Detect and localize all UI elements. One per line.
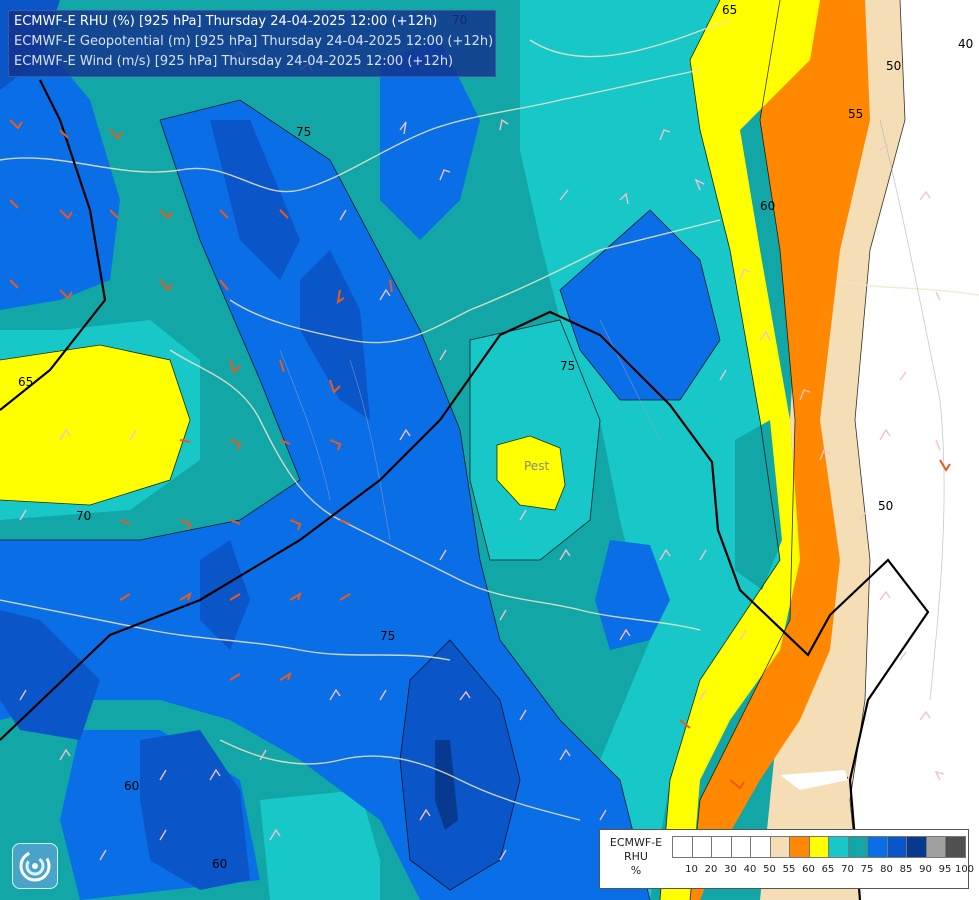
legend-tick-label: 75 — [860, 864, 874, 875]
legend-tick-label: 80 — [880, 864, 893, 875]
contour-label: 65 — [722, 3, 737, 17]
legend-tick-label: 20 — [704, 864, 718, 875]
contour-label: 40 — [958, 37, 973, 51]
contour-label: 50 — [878, 499, 893, 513]
legend-swatch — [790, 836, 810, 858]
legend-tick-label: 30 — [724, 864, 737, 875]
contour-label: 75 — [296, 125, 311, 139]
legend-swatch — [887, 836, 907, 858]
legend-swatch — [770, 836, 790, 858]
legend-swatch — [731, 836, 751, 858]
contour-label: 70 — [76, 509, 91, 523]
legend-swatch — [712, 836, 732, 858]
legend-tick-label: 65 — [821, 864, 835, 875]
contour-label: 55 — [848, 107, 863, 121]
legend-tick-label: 85 — [899, 864, 913, 875]
legend-swatch — [946, 836, 966, 858]
title-geopotential: ECMWF-E Geopotential (m) [925 hPa] Thurs… — [14, 34, 494, 49]
map-title-box: ECMWF-E RHU (%) [925 hPa] Thursday 24-04… — [8, 10, 496, 77]
legend-tick-label: 55 — [782, 864, 796, 875]
legend-swatch — [926, 836, 946, 858]
legend-ticks: 10 20 30 40 50 55 60 65 70 75 80 85 90 95 100 — [672, 864, 974, 878]
legend-swatch — [751, 836, 771, 858]
contour-label: 60 — [124, 779, 139, 793]
legend-tick-label: 10 — [685, 864, 698, 875]
city-label-pest: Pest — [524, 459, 549, 473]
legend-swatch — [829, 836, 849, 858]
legend-tick-label: 100 — [954, 864, 975, 875]
legend-title: ECMWF-E RHU % — [604, 836, 668, 878]
contour-label: 65 — [18, 375, 33, 389]
legend-title-unit: % — [630, 864, 642, 877]
legend-swatch — [907, 836, 927, 858]
contour-label: 60 — [212, 857, 227, 871]
title-wind: ECMWF-E Wind (m/s) [925 hPa] Thursday 24… — [14, 54, 454, 69]
legend-swatch — [868, 836, 888, 858]
legend-tick-label: 60 — [802, 864, 815, 875]
legend-swatches — [672, 836, 966, 858]
rhu-legend: ECMWF-E RHU % 10 20 30 40 50 55 60 65 70 75 80 85 90… — [599, 829, 974, 889]
legend-swatch — [673, 836, 693, 858]
contour-label: 75 — [380, 629, 395, 643]
legend-swatch — [692, 836, 712, 858]
ecmwf-swirl-logo-icon — [12, 843, 58, 889]
legend-tick-label: 40 — [743, 864, 757, 875]
legend-swatch — [809, 836, 829, 858]
title-rhu: ECMWF-E RHU (%) [925 hPa] Thursday 24-04… — [14, 14, 438, 29]
legend-tick-label: 95 — [938, 864, 952, 875]
contour-label: 50 — [886, 59, 901, 73]
legend-tick-label: 70 — [841, 864, 854, 875]
legend-tick-label: 90 — [919, 864, 932, 875]
contour-label: 60 — [760, 199, 775, 213]
legend-title-model: ECMWF-E — [609, 836, 663, 849]
contour-label: 75 — [560, 359, 575, 373]
legend-title-variable: RHU — [624, 850, 648, 863]
legend-swatch — [848, 836, 868, 858]
legend-tick-label: 50 — [763, 864, 776, 875]
